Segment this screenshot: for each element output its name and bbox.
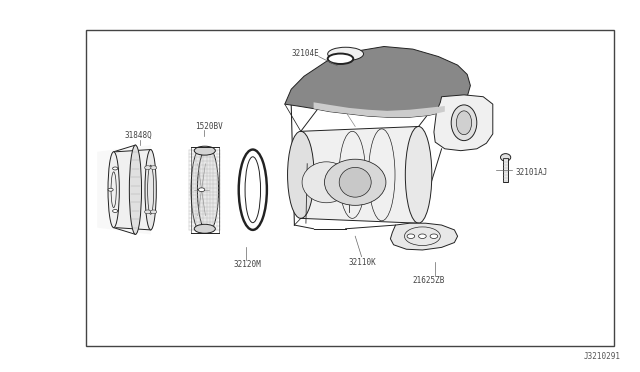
Polygon shape	[301, 126, 419, 223]
Polygon shape	[314, 102, 445, 117]
Ellipse shape	[287, 131, 314, 218]
Text: 32104E: 32104E	[291, 49, 319, 58]
Ellipse shape	[145, 150, 156, 230]
Polygon shape	[202, 147, 208, 232]
Circle shape	[108, 188, 113, 191]
Polygon shape	[285, 46, 470, 117]
Circle shape	[145, 210, 151, 214]
Ellipse shape	[129, 145, 141, 234]
Circle shape	[150, 166, 157, 170]
Circle shape	[407, 234, 415, 238]
Text: 21625ZB: 21625ZB	[413, 276, 445, 285]
Ellipse shape	[328, 47, 364, 61]
Ellipse shape	[195, 146, 215, 155]
Polygon shape	[434, 95, 493, 151]
Text: 32120M: 32120M	[234, 260, 261, 269]
Ellipse shape	[339, 167, 371, 197]
Ellipse shape	[451, 105, 477, 141]
Text: J3210291: J3210291	[584, 352, 621, 361]
Circle shape	[113, 209, 118, 212]
Ellipse shape	[456, 111, 472, 135]
Circle shape	[113, 167, 118, 170]
Ellipse shape	[191, 147, 212, 232]
Circle shape	[419, 234, 426, 238]
Circle shape	[430, 234, 438, 238]
Text: 31848Q: 31848Q	[125, 131, 152, 140]
Text: 1520BV: 1520BV	[195, 122, 223, 131]
Circle shape	[150, 210, 157, 214]
Polygon shape	[116, 150, 150, 230]
Polygon shape	[390, 223, 458, 250]
Polygon shape	[97, 145, 150, 234]
Circle shape	[198, 188, 205, 192]
Ellipse shape	[405, 126, 432, 223]
Ellipse shape	[108, 152, 119, 228]
Ellipse shape	[500, 154, 511, 161]
Ellipse shape	[324, 159, 386, 205]
Text: 32101AJ: 32101AJ	[515, 169, 548, 177]
Circle shape	[145, 166, 151, 170]
Bar	[86, 30, 614, 346]
Ellipse shape	[197, 147, 219, 232]
Bar	[503, 158, 508, 182]
Ellipse shape	[328, 54, 353, 64]
Ellipse shape	[195, 224, 215, 233]
Ellipse shape	[302, 162, 351, 203]
Text: 32110K: 32110K	[349, 258, 376, 267]
Ellipse shape	[245, 157, 260, 223]
